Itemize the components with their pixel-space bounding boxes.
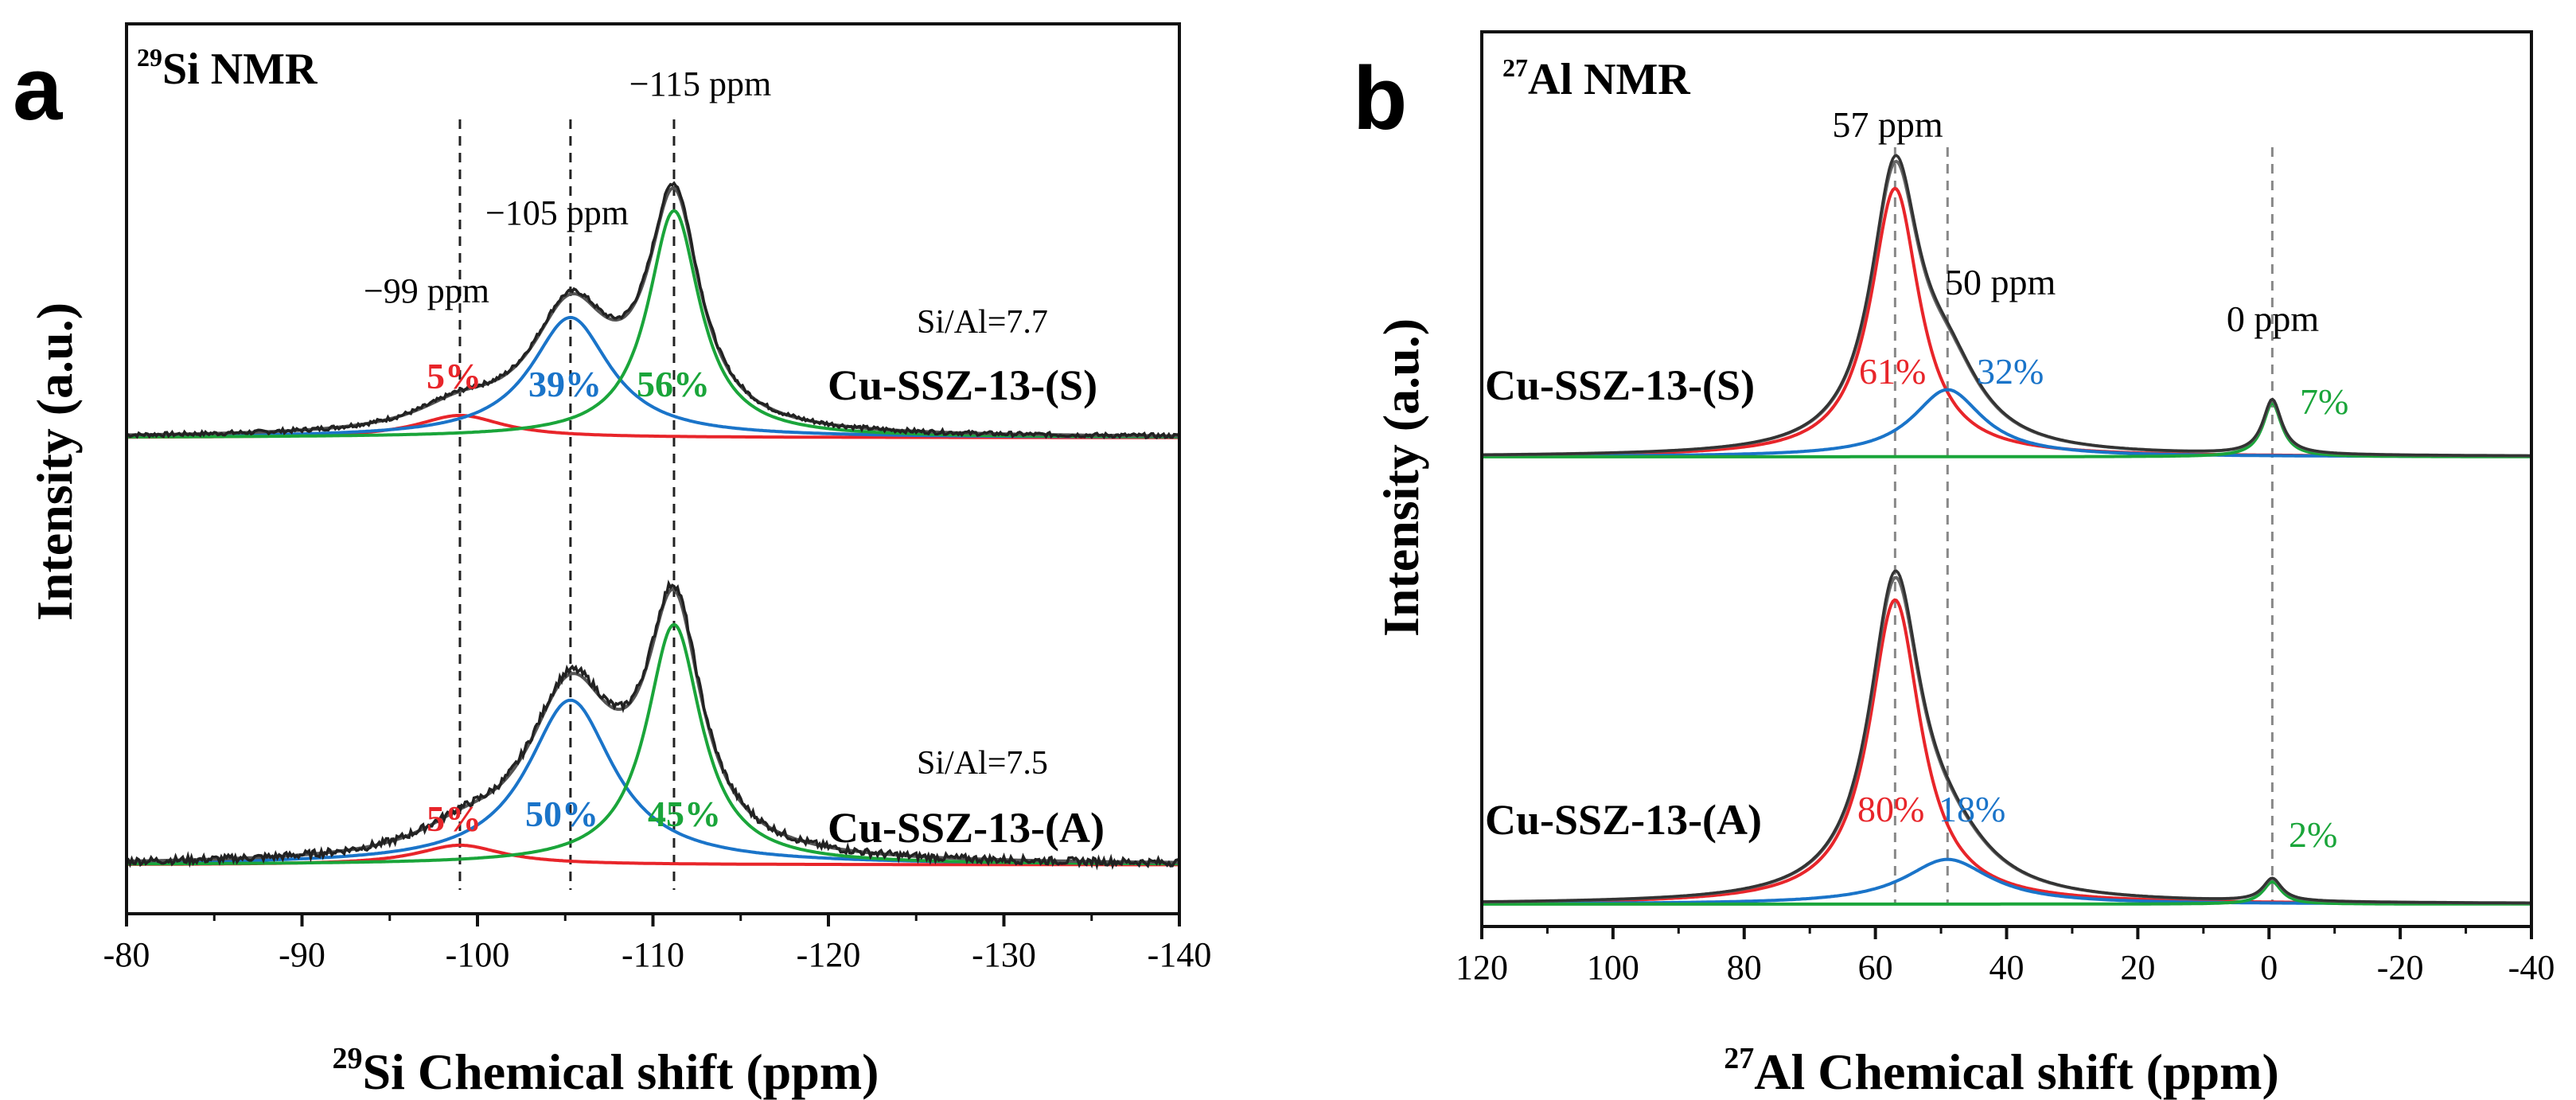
sample-a-a-name: Cu-SSZ-13-(A) xyxy=(828,804,1105,852)
panel-a-xlabel: 29Si Chemical shift (ppm) xyxy=(333,1042,879,1100)
panel-a-letter: a xyxy=(13,39,63,138)
component-curve xyxy=(1482,401,2531,458)
panel-a-title-text: Si NMR xyxy=(162,45,318,94)
pct-b-a-red: 80% xyxy=(1857,789,1924,829)
x-tick-label: 40 xyxy=(1989,948,2025,987)
experimental-spectrum xyxy=(126,579,1180,871)
panel-a-title-sup: 29 xyxy=(137,43,162,72)
panel-b-plot: 120 100 80 60 40 20 0 -20 -40 xyxy=(1456,147,2555,987)
peak-label-99: −99 ppm xyxy=(364,271,489,310)
panel-b-sample-labels: Cu-SSZ-13-(S) Cu-SSZ-13-(A) xyxy=(1485,361,1762,844)
pct-a-s-red: 5% xyxy=(427,356,481,396)
panel-a-xlabel-sup: 29 xyxy=(333,1042,363,1075)
x-tick-label: 60 xyxy=(1858,948,1893,987)
pct-a-s-green: 56% xyxy=(637,364,710,404)
x-tick-label: -130 xyxy=(972,935,1036,974)
panel-b-peak-labels: 57 ppm 50 ppm 0 ppm xyxy=(1832,104,2319,339)
panel-b: b 27Al NMR Intensity (a.u.) 27Al Chemica… xyxy=(1353,30,2555,1100)
sample-b-s-name: Cu-SSZ-13-(S) xyxy=(1485,361,1755,409)
pct-b-s-green: 7% xyxy=(2300,381,2348,422)
panel-b-xlabel-text: Al Chemical shift (ppm) xyxy=(1754,1043,2279,1100)
component-curve xyxy=(1482,598,2531,905)
svg-text:27Al Chemical shift (ppm): 27Al Chemical shift (ppm) xyxy=(1724,1042,2279,1100)
svg-text:29Si NMR: 29Si NMR xyxy=(137,43,318,94)
panel-a-percent-labels: 5% 39% 56% 5% 50% 45% xyxy=(427,356,721,839)
pct-a-a-red: 5% xyxy=(427,798,481,839)
peak-label-115: −115 ppm xyxy=(629,64,771,103)
sample-a-a-ratio: Si/Al=7.5 xyxy=(917,745,1048,782)
x-tick-label: -120 xyxy=(797,935,861,974)
panel-b-letter: b xyxy=(1353,49,1407,148)
panel-a: a 29Si NMR Intensity (a.u.) 29Si Chemica… xyxy=(13,22,1212,1100)
experimental-spectrum xyxy=(1481,569,2532,905)
fit-envelope xyxy=(1482,575,2531,905)
pct-b-s-blue: 32% xyxy=(1977,351,2044,392)
svg-text:27Al NMR: 27Al NMR xyxy=(1502,53,1690,104)
sample-a-s-name: Cu-SSZ-13-(S) xyxy=(828,361,1097,409)
panel-a-frame xyxy=(125,22,1181,915)
x-tick-label: 80 xyxy=(1727,948,1762,987)
x-tick-label: 0 xyxy=(2260,948,2278,987)
x-tick-label: 120 xyxy=(1456,948,1508,987)
panel-a-title: 29Si NMR xyxy=(137,43,318,94)
sample-a-s-ratio: Si/Al=7.7 xyxy=(917,304,1048,341)
pct-a-a-green: 45% xyxy=(648,794,721,834)
peak-label-0: 0 ppm xyxy=(2227,298,2320,339)
panel-b-percent-labels: 61% 32% 7% 80% 18% 2% xyxy=(1857,351,2348,855)
x-tick-label: -140 xyxy=(1148,935,1212,974)
x-tick-label: -40 xyxy=(2508,948,2555,987)
fit-envelope xyxy=(1482,159,2531,458)
x-tick-label: -80 xyxy=(103,935,150,974)
sample-b-a-name: Cu-SSZ-13-(A) xyxy=(1485,796,1762,844)
x-tick-label: -100 xyxy=(446,935,510,974)
panel-b-ylabel: Intensity (a.u.) xyxy=(1373,318,1429,637)
x-tick-label: -110 xyxy=(622,935,684,974)
pct-b-a-blue: 18% xyxy=(1939,789,2005,829)
panel-b-xlabel-sup: 27 xyxy=(1724,1042,1754,1075)
panel-b-title-text: Al NMR xyxy=(1528,55,1690,104)
panel-b-frame xyxy=(1480,30,2533,928)
pct-b-s-red: 61% xyxy=(1859,351,1926,392)
peak-label-50: 50 ppm xyxy=(1945,262,2056,302)
peak-label-105: −105 ppm xyxy=(485,193,629,232)
x-tick-label: -20 xyxy=(2377,948,2424,987)
pct-a-s-blue: 39% xyxy=(528,364,602,404)
panel-a-xlabel-text: Si Chemical shift (ppm) xyxy=(363,1043,879,1100)
pct-b-a-green: 2% xyxy=(2289,814,2337,855)
panel-a-sample-labels: Si/Al=7.7 Cu-SSZ-13-(S) Si/Al=7.5 Cu-SSZ… xyxy=(828,304,1105,852)
panel-b-title: 27Al NMR xyxy=(1502,53,1690,104)
panel-b-xlabel: 27Al Chemical shift (ppm) xyxy=(1724,1042,2279,1100)
panel-b-title-sup: 27 xyxy=(1502,53,1528,82)
x-tick-label: 20 xyxy=(2120,948,2155,987)
panel-a-plot: -80 -90 -100 -110 -120 -130 -140 xyxy=(103,119,1212,974)
peak-label-57: 57 ppm xyxy=(1832,104,1943,145)
component-curve xyxy=(127,622,1179,866)
panel-a-peak-labels: −99 ppm −105 ppm −115 ppm xyxy=(364,64,771,310)
experimental-spectrum xyxy=(1482,154,2531,458)
experimental-spectrum xyxy=(126,181,1181,440)
pct-a-a-blue: 50% xyxy=(525,794,598,834)
panel-a-ylabel: Intensity (a.u.) xyxy=(26,302,83,621)
svg-text:29Si Chemical shift (ppm): 29Si Chemical shift (ppm) xyxy=(333,1042,879,1100)
x-tick-label: -90 xyxy=(279,935,325,974)
component-curve xyxy=(1482,880,2531,906)
x-tick-label: 100 xyxy=(1587,948,1639,987)
